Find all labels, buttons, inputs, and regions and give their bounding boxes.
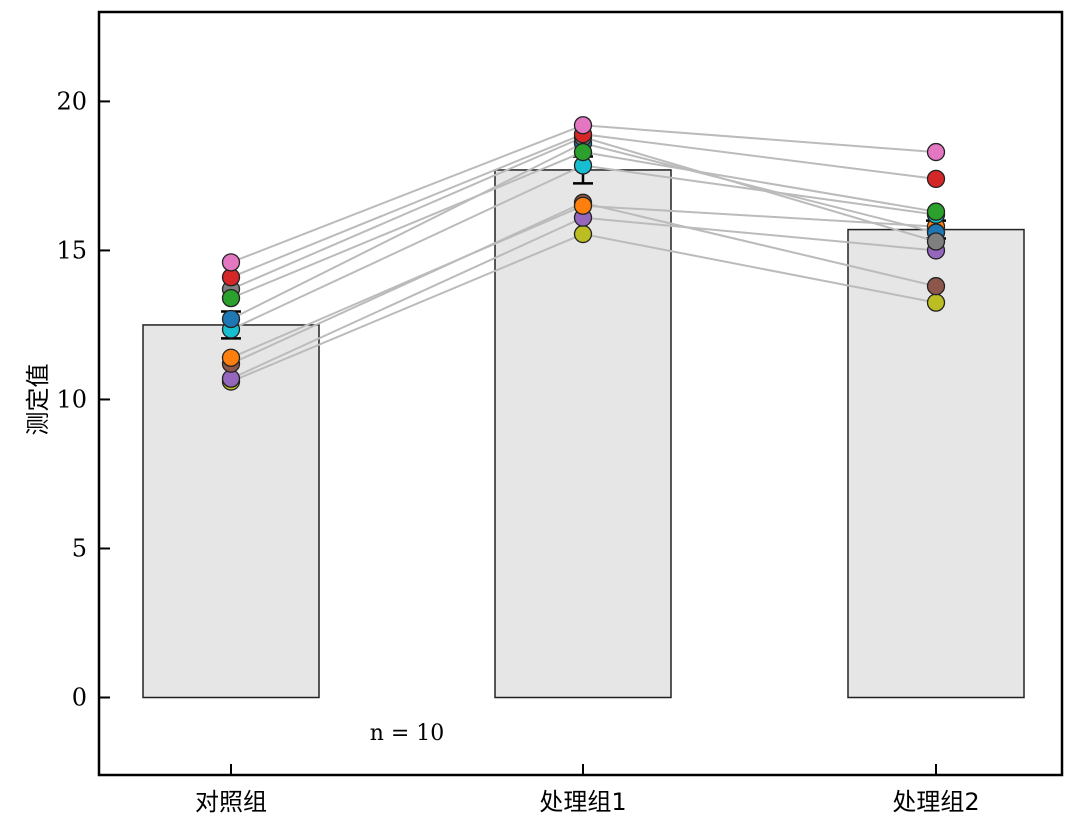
data-point-s5-g1	[221, 309, 241, 329]
data-point-s7-g2	[573, 196, 593, 215]
x-tick-label: 对照组	[195, 788, 267, 816]
data-point-s7-g1	[221, 348, 241, 367]
plot-frame	[97, 10, 1064, 777]
y-tick-label: 15	[56, 236, 87, 264]
y-axis-label: 测定值	[24, 363, 52, 435]
data-point-s2-g3	[926, 169, 946, 189]
y-tick-label: 10	[56, 385, 87, 413]
x-tick-label: 处理组2	[892, 788, 979, 816]
bar-2	[494, 169, 672, 699]
data-point-s10-g2	[573, 224, 593, 244]
data-point-s3-g2	[573, 142, 593, 162]
y-axis: 0 5 10 15 20	[56, 87, 110, 712]
y-tick-label: 20	[56, 87, 87, 115]
x-axis: 对照组 处理组1 处理组2	[195, 764, 980, 816]
data-point-s8-g3	[926, 277, 946, 296]
data-point-s10-g3	[926, 293, 946, 312]
y-tick-label: 0	[72, 684, 87, 712]
bars-layer	[142, 169, 1025, 699]
data-point-s3-g3	[926, 202, 946, 221]
subject-points-layer	[221, 116, 946, 391]
data-point-s4-g3	[926, 232, 946, 251]
sample-size-annotation: n = 10	[370, 721, 445, 746]
data-point-s3-g1	[221, 288, 241, 308]
data-point-s1-g3	[926, 142, 946, 162]
data-point-s1-g1	[221, 253, 241, 272]
data-point-s1-g2	[573, 116, 593, 135]
y-tick-label: 5	[72, 534, 87, 562]
x-tick-label: 处理组1	[539, 788, 626, 816]
